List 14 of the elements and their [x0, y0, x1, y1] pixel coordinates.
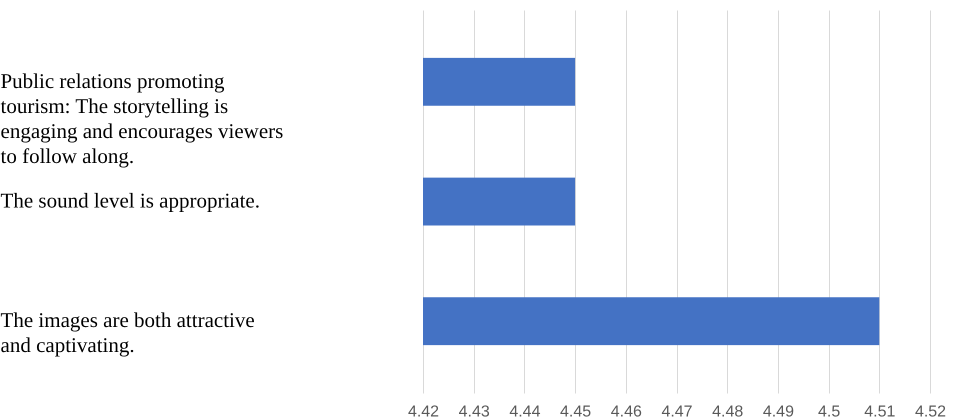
- y-tick-label: The images are both attractive and captivating.: [0, 308, 255, 358]
- x-tick-label: 4.42: [408, 404, 440, 419]
- x-tick-label: 4.45: [560, 404, 592, 419]
- x-tick-label: 4.48: [712, 404, 744, 419]
- x-tick-label: 4.49: [762, 404, 794, 419]
- x-tick-label: 4.5: [818, 404, 840, 419]
- x-tick-label: 4.44: [509, 404, 541, 419]
- y-tick-label: The sound level is appropriate.: [0, 188, 260, 212]
- y-tick-label: Public relations promoting tourism: The storytelling is engaging and encourages viewers to follow along.: [0, 68, 284, 168]
- x-tick-label: 4.47: [661, 404, 693, 419]
- x-tick-label: 4.43: [458, 404, 490, 419]
- x-tick-label: 4.46: [610, 404, 642, 419]
- x-tick-label: 4.52: [914, 404, 946, 419]
- x-tick-label: 4.51: [864, 404, 896, 419]
